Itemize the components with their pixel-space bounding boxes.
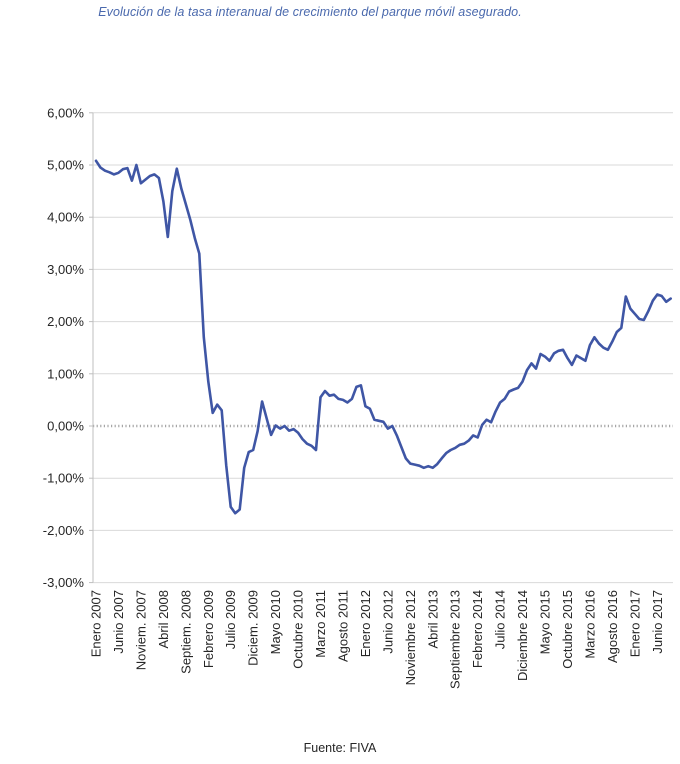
y-tick-label: 1,00% bbox=[47, 366, 84, 381]
x-tick-label: Octubre 2010 bbox=[291, 590, 306, 669]
x-tick-label: Febrero 2009 bbox=[201, 590, 216, 668]
x-tick-label: Enero 2017 bbox=[627, 590, 642, 657]
x-tick-label: Agosto 2016 bbox=[605, 590, 620, 663]
x-tick-label: Octubre 2015 bbox=[560, 590, 575, 669]
x-tick-label: Enero 2007 bbox=[89, 590, 104, 657]
x-tick-label: Enero 2012 bbox=[358, 590, 373, 657]
y-tick-label: 5,00% bbox=[47, 158, 84, 173]
x-tick-label: Junio 2007 bbox=[111, 590, 126, 654]
x-tick-label: Mayo 2010 bbox=[268, 590, 283, 654]
x-tick-label: Septiembre 2013 bbox=[448, 590, 463, 689]
y-tick-label: -2,00% bbox=[43, 523, 85, 538]
x-tick-label: Agosto 2011 bbox=[335, 590, 350, 662]
x-tick-label: Julio 2009 bbox=[223, 590, 238, 649]
x-tick-label: Abril 2008 bbox=[156, 590, 171, 649]
y-tick-label: 6,00% bbox=[47, 105, 84, 120]
y-tick-label: 0,00% bbox=[47, 419, 84, 434]
y-tick-label: -3,00% bbox=[43, 575, 85, 590]
x-tick-label: Julio 2014 bbox=[493, 590, 508, 649]
x-tick-label: Junio 2012 bbox=[380, 590, 395, 654]
x-tick-label: Septiem. 2008 bbox=[178, 590, 193, 674]
data-line-series bbox=[94, 159, 673, 515]
x-tick-label: Diciem. 2009 bbox=[246, 590, 261, 666]
chart-title: Evolución de la tasa interanual de creci… bbox=[98, 5, 522, 19]
x-tick-label: Noviembre 2012 bbox=[403, 590, 418, 685]
x-tick-label: Mayo 2015 bbox=[538, 590, 553, 654]
y-tick-label: 3,00% bbox=[47, 262, 84, 277]
x-tick-label: Diciembre 2014 bbox=[515, 590, 530, 681]
y-tick-label: 2,00% bbox=[47, 314, 84, 329]
chart-source: Fuente: FIVA bbox=[303, 741, 377, 755]
y-tick-label: 4,00% bbox=[47, 210, 84, 225]
x-tick-label: Abril 2013 bbox=[425, 590, 440, 649]
x-tick-label: Marzo 2016 bbox=[582, 590, 597, 659]
x-tick-label: Junio 2017 bbox=[650, 590, 665, 654]
x-tick-label: Marzo 2011 bbox=[313, 590, 328, 658]
x-tick-label: Noviem. 2007 bbox=[133, 590, 148, 670]
y-tick-label: -1,00% bbox=[43, 471, 85, 486]
x-tick-label: Febrero 2014 bbox=[470, 590, 485, 668]
